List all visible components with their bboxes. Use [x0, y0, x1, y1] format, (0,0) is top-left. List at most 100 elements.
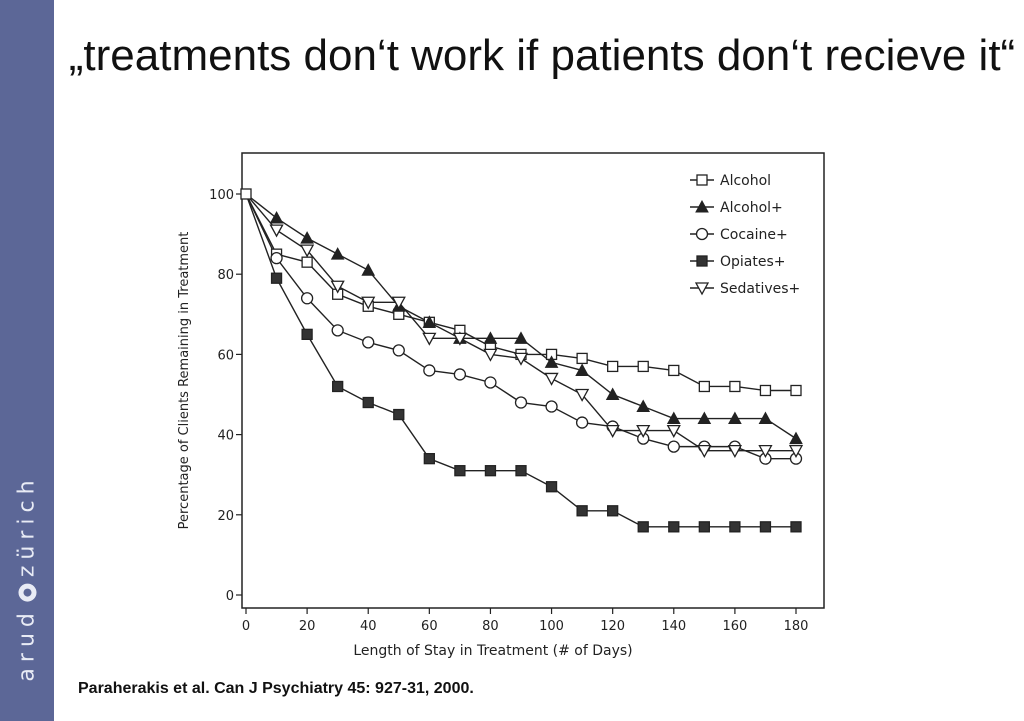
legend-label: Alcohol+	[720, 200, 783, 216]
y-tick-label: 40	[217, 429, 234, 444]
series-2-point	[514, 396, 528, 409]
series-2-point	[484, 376, 497, 389]
series-4-point	[544, 372, 559, 386]
series-1-point	[728, 411, 742, 425]
x-axis-label: Length of Stay in Treatment (# of Days)	[353, 643, 632, 659]
series-4-point	[636, 424, 651, 438]
series-1-point	[361, 263, 376, 276]
x-tick-label: 80	[482, 619, 499, 634]
series-4-point	[483, 348, 498, 362]
legend-marker	[695, 199, 709, 213]
legend-marker	[695, 227, 709, 241]
series-0-point	[668, 364, 680, 377]
series-0-point	[607, 360, 619, 373]
series-4-point	[575, 388, 590, 402]
series-1-point	[697, 411, 712, 425]
series-3-point	[759, 521, 772, 533]
series-0-point	[759, 384, 772, 397]
series-0-point	[637, 360, 649, 373]
series-4-point	[391, 296, 406, 310]
x-tick-label: 140	[661, 619, 686, 634]
slide-title: „treatments don‘t work if patients don‘t…	[68, 31, 1016, 80]
series-3-point	[607, 505, 619, 517]
series-line-4	[245, 193, 796, 452]
series-2-point	[423, 364, 436, 377]
logo-mark-icon	[18, 583, 36, 602]
series-4-point	[330, 280, 345, 294]
series-3-point	[637, 521, 649, 533]
series-4-point	[422, 332, 437, 346]
series-1-point	[269, 211, 284, 224]
series-1-point	[544, 355, 559, 368]
legend-label: Sedatives+	[720, 281, 800, 297]
series-1-point	[514, 331, 528, 344]
series-3-point	[393, 408, 405, 421]
x-tick-label: 160	[722, 619, 747, 634]
series-0-point	[576, 352, 588, 365]
series-3-point	[790, 521, 802, 533]
series-1-point	[666, 411, 681, 425]
series-1-point	[758, 411, 773, 425]
series-1-point	[422, 315, 437, 328]
series-3-point	[423, 453, 435, 465]
series-4-point	[361, 296, 376, 310]
legend-marker	[694, 282, 710, 296]
y-tick-label: 20	[217, 509, 234, 524]
series-4-point	[788, 444, 804, 458]
plot-frame	[241, 152, 825, 609]
series-4-point	[452, 332, 467, 346]
y-tick-label: 60	[217, 348, 234, 363]
series-1-point	[330, 247, 345, 260]
series-1-point	[605, 387, 620, 400]
series-2-point	[453, 368, 467, 381]
series-3-point	[729, 521, 741, 533]
series-3-point	[270, 272, 283, 284]
y-tick-label: 0	[226, 589, 234, 604]
y-tick-label: 80	[217, 268, 234, 283]
x-tick-label: 40	[360, 619, 377, 634]
series-2-point	[270, 252, 283, 265]
series-4-point	[666, 424, 681, 438]
series-4-point	[605, 424, 620, 438]
series-1-point	[575, 363, 589, 376]
series-3-point	[332, 380, 344, 393]
citation: Paraherakis et al. Can J Psychiatry 45: …	[78, 680, 474, 697]
series-3-point	[454, 465, 466, 477]
x-tick-label: 20	[299, 619, 316, 634]
logo: arud zürich	[15, 474, 40, 681]
x-tick-label: 120	[600, 619, 625, 634]
series-1-point	[636, 399, 651, 413]
x-tick-label: 60	[421, 619, 438, 634]
series-4-point	[727, 444, 742, 458]
series-1-point	[483, 331, 498, 344]
chart-svg: 0 20 40 60 80 100 120 140 160 180 0 20 40 60 80 100 Leng…	[177, 152, 825, 659]
series-2-point	[667, 440, 680, 453]
logo-text-left: arud	[14, 607, 40, 682]
series-4-point	[300, 244, 315, 258]
legend-label: Cocaine+	[720, 227, 788, 243]
x-tick-label: 180	[784, 619, 809, 634]
series-3-point	[362, 396, 374, 409]
legend-marker	[696, 174, 708, 186]
chart: 0 20 40 60 80 100 120 140 160 180 0 20 40 60 80 100 Leng…	[170, 145, 834, 665]
x-tick-label: 100	[539, 619, 564, 634]
series-1-point	[300, 231, 314, 244]
series-4-point	[269, 224, 284, 238]
series-3-point	[668, 521, 680, 533]
series-3-point	[698, 521, 710, 533]
series-1-point	[789, 431, 803, 445]
series-2-point	[362, 336, 375, 349]
series-2-point	[300, 292, 314, 305]
series-4-point	[697, 444, 712, 458]
series-4-point	[758, 444, 773, 458]
series-2-point	[392, 344, 405, 357]
series-3-point	[576, 505, 588, 517]
series-2-point	[545, 400, 558, 413]
logo-text-right: zürich	[14, 474, 40, 578]
legend-label: Alcohol	[720, 173, 771, 189]
series-0-point	[301, 256, 313, 268]
series-4-point	[513, 352, 529, 366]
series-2-point	[331, 324, 344, 337]
x-tick-label: 0	[242, 619, 250, 634]
series-2-point	[575, 416, 589, 429]
